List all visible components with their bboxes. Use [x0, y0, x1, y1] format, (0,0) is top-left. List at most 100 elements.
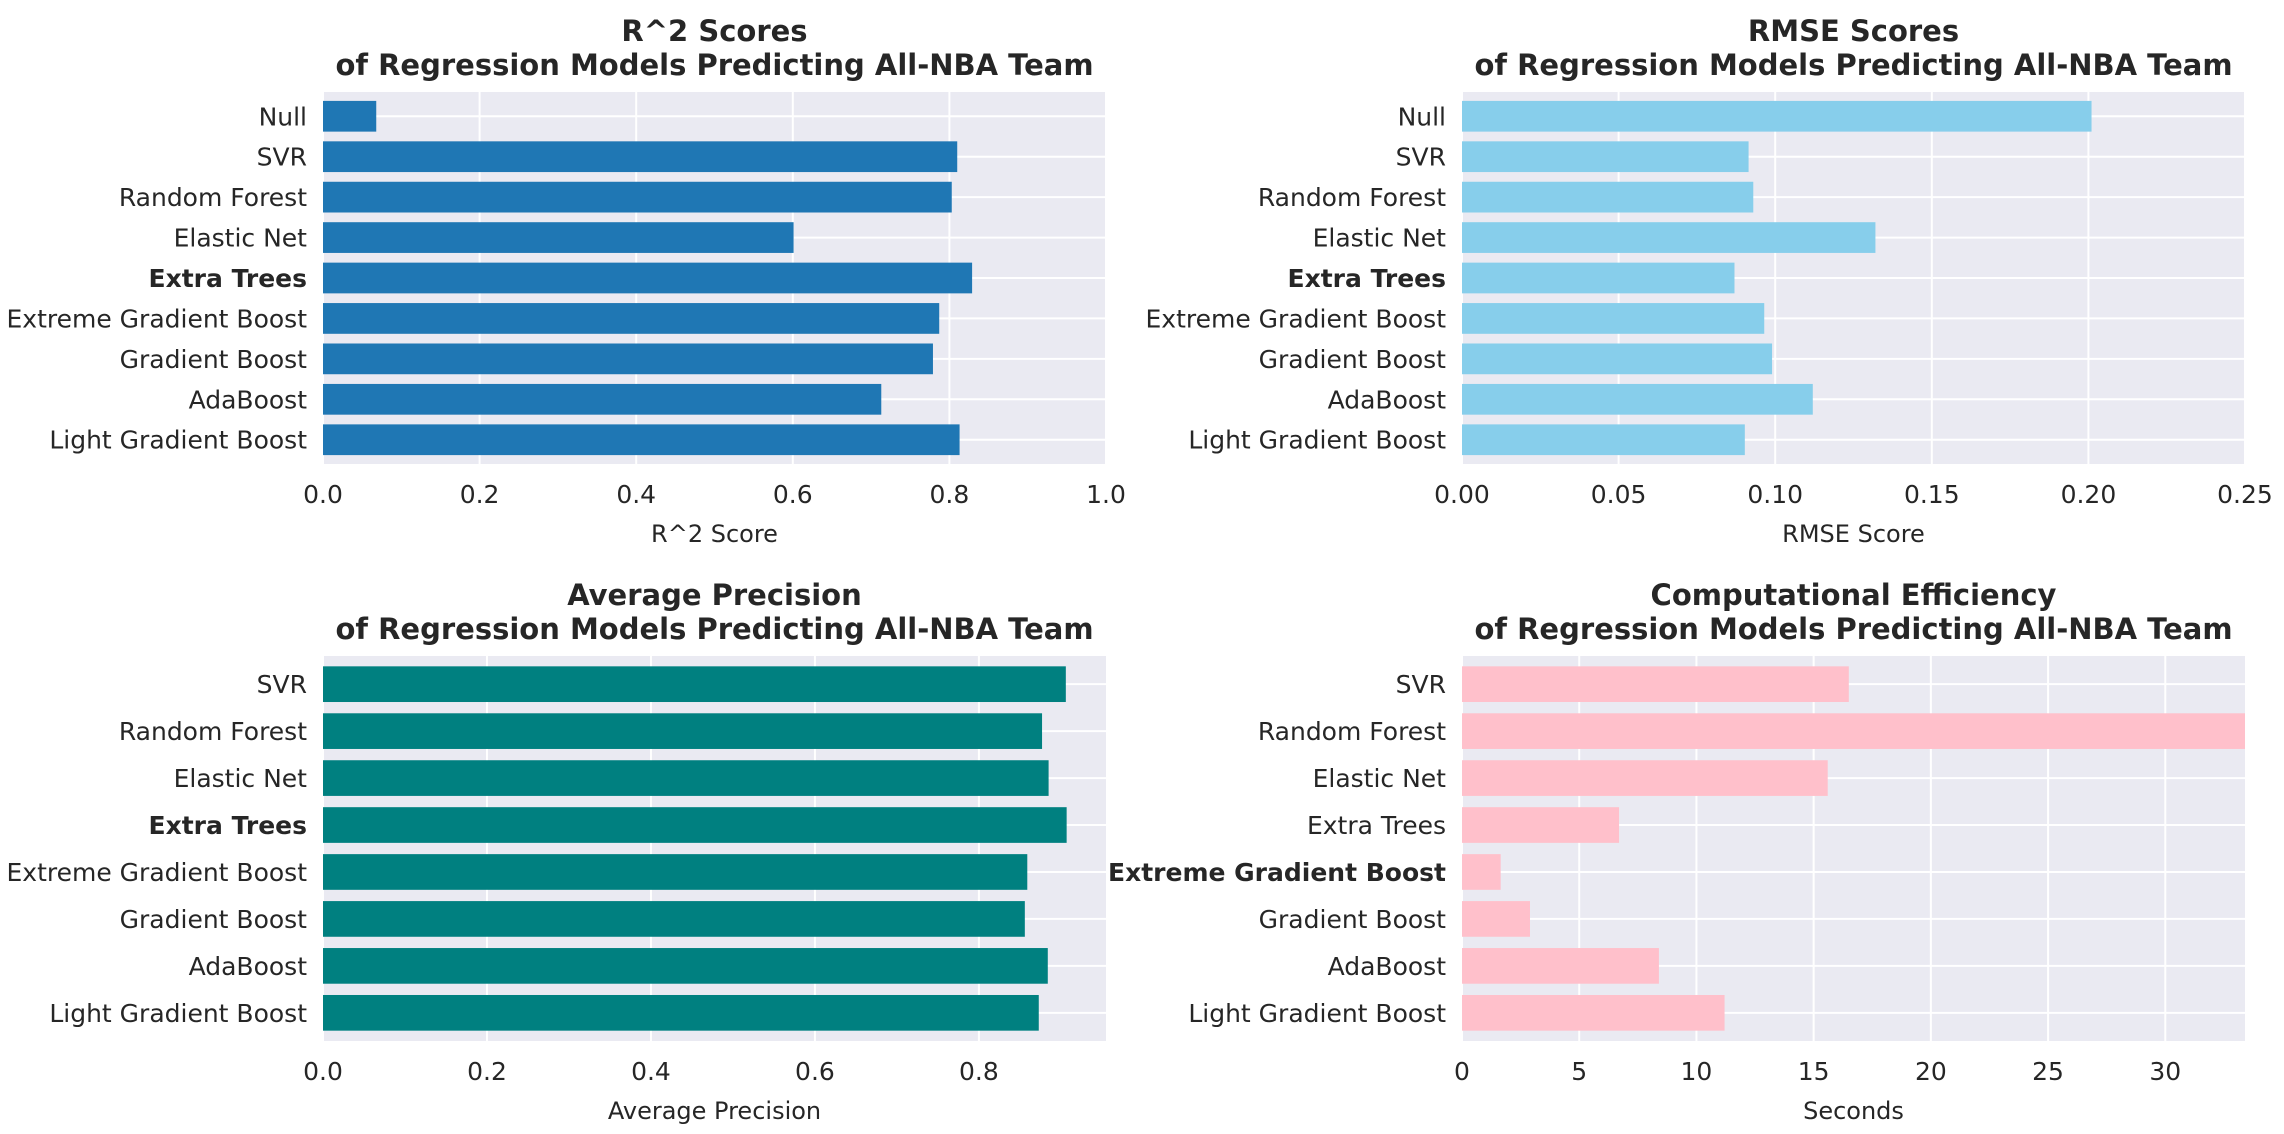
category-label: Extra Trees	[149, 264, 307, 293]
category-label: SVR	[1396, 143, 1446, 172]
category-label: Elastic Net	[1313, 764, 1447, 793]
x-tick-label: 0.0	[303, 1057, 343, 1086]
bar-random-forest	[1462, 713, 2245, 749]
bar-adaboost	[323, 383, 882, 415]
x-tick-label: 30	[2149, 1057, 2181, 1086]
category-label: Elastic Net	[1313, 224, 1447, 253]
x-tick-label: 0.15	[1904, 480, 1960, 509]
x-tick-label: 0.2	[460, 480, 500, 509]
category-label: Extra Trees	[149, 811, 307, 840]
category-label: Null	[259, 102, 307, 131]
chart-title: Computational Efficiency	[1651, 578, 2057, 612]
x-tick-label: 0.25	[2217, 480, 2273, 509]
chart-title: Average Precision	[567, 578, 862, 612]
bar-extra-trees	[1462, 262, 1735, 294]
category-label: Extra Trees	[1307, 811, 1446, 840]
bar-svr	[1462, 666, 1849, 703]
category-label: Light Gradient Boost	[1188, 999, 1446, 1028]
category-label: Elastic Net	[174, 224, 308, 253]
bar-null	[1462, 100, 2092, 132]
x-axis-label: Average Precision	[608, 1097, 821, 1125]
bar-extra-trees	[1462, 807, 1620, 843]
chart-panel-1: Null SVR Random Forest Elastic Net Extra Tre…	[6, 14, 1125, 548]
category-label: Extra Trees	[1288, 264, 1446, 293]
category-label: Gradient Boost	[1259, 905, 1447, 934]
x-tick-label: 15	[1798, 1057, 1830, 1086]
bar-adaboost	[1462, 383, 1813, 415]
category-label: SVR	[257, 143, 307, 172]
bar-extreme-gradient-boost	[1462, 854, 1501, 890]
bar-elastic-net	[1462, 222, 1876, 253]
x-tick-label: 0.4	[616, 480, 656, 509]
bar-svr	[323, 141, 958, 173]
bar-gradient-boost	[1462, 901, 1530, 937]
x-tick-label: 0.20	[2061, 480, 2117, 509]
category-label: Light Gradient Boost	[49, 999, 307, 1028]
chart-subtitle: of Regression Models Predicting All-NBA …	[1474, 48, 2232, 82]
category-label: AdaBoost	[189, 952, 308, 981]
x-axis-label: Seconds	[1803, 1097, 1904, 1125]
x-tick-label: 25	[2032, 1057, 2064, 1086]
chart-title: R^2 Scores	[621, 14, 807, 48]
bar-random-forest	[1462, 181, 1754, 213]
category-label: Null	[1398, 102, 1446, 131]
category-label: Extreme Gradient Boost	[1108, 858, 1446, 887]
x-tick-label: 0.6	[773, 480, 813, 509]
x-tick-label: 10	[1681, 1057, 1713, 1086]
x-tick-label: 0.2	[467, 1057, 507, 1086]
x-tick-label: 5	[1571, 1057, 1587, 1086]
category-label: AdaBoost	[189, 385, 308, 414]
chart-subtitle: of Regression Models Predicting All-NBA …	[1474, 612, 2232, 646]
category-label: Gradient Boost	[120, 345, 308, 374]
category-label: SVR	[1396, 670, 1446, 699]
bar-gradient-boost	[1462, 343, 1773, 375]
bar-extra-trees	[323, 807, 1067, 843]
category-label: AdaBoost	[1328, 385, 1447, 414]
bar-null	[323, 100, 377, 132]
bar-svr	[323, 666, 1066, 703]
bar-light-gradient-boost	[323, 424, 960, 456]
category-label: Random Forest	[1258, 717, 1446, 746]
category-label: Random Forest	[119, 183, 307, 212]
category-label: AdaBoost	[1328, 952, 1447, 981]
x-tick-label: 0.10	[1747, 480, 1803, 509]
bar-elastic-net	[323, 760, 1049, 796]
x-tick-label: 0.0	[303, 480, 343, 509]
x-tick-label: 0	[1454, 1057, 1470, 1086]
bar-random-forest	[323, 713, 1043, 749]
bar-extreme-gradient-boost	[323, 303, 940, 334]
bar-extreme-gradient-boost	[323, 854, 1028, 890]
x-tick-label: 0.6	[795, 1057, 835, 1086]
chart-panel-3: SVR Random Forest Elastic Net Extra Trees Ex…	[6, 578, 1106, 1125]
bar-adaboost	[323, 948, 1048, 984]
x-tick-label: 0.4	[631, 1057, 671, 1086]
category-label: Extreme Gradient Boost	[6, 858, 307, 887]
category-label: Light Gradient Boost	[1188, 426, 1446, 455]
bar-gradient-boost	[323, 901, 1025, 937]
bar-elastic-net	[1462, 760, 1828, 796]
bar-random-forest	[323, 181, 952, 213]
x-axis-label: R^2 Score	[651, 520, 778, 548]
category-label: Extreme Gradient Boost	[6, 304, 307, 333]
category-label: Extreme Gradient Boost	[1145, 304, 1446, 333]
category-label: Elastic Net	[174, 764, 308, 793]
x-tick-label: 1.0	[1086, 480, 1126, 509]
chart-panel-2: Null SVR Random Forest Elastic Net Extra Tre…	[1145, 14, 2272, 548]
bar-gradient-boost	[323, 343, 933, 375]
bar-extreme-gradient-boost	[1462, 303, 1765, 334]
x-tick-label: 20	[1915, 1057, 1947, 1086]
bar-light-gradient-boost	[1462, 424, 1745, 456]
chart-subtitle: of Regression Models Predicting All-NBA …	[335, 612, 1093, 646]
x-axis-label: RMSE Score	[1782, 520, 1925, 548]
chart-subtitle: of Regression Models Predicting All-NBA …	[335, 48, 1093, 82]
bar-extra-trees	[323, 262, 973, 294]
x-tick-label: 0.8	[930, 480, 970, 509]
category-label: Random Forest	[119, 717, 307, 746]
category-label: Light Gradient Boost	[49, 426, 307, 455]
x-tick-label: 0.00	[1434, 480, 1490, 509]
bar-adaboost	[1462, 948, 1659, 984]
category-label: Gradient Boost	[1259, 345, 1447, 374]
bar-elastic-net	[323, 222, 794, 253]
